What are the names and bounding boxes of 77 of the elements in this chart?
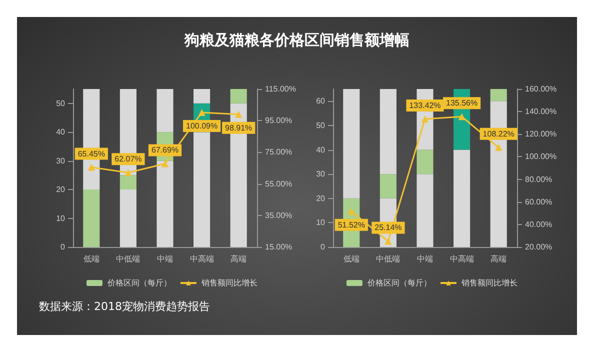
bar [120, 190, 136, 247]
data-label: 135.56% [446, 98, 478, 108]
data-label: 67.69% [151, 146, 179, 155]
x-tick-label: 中端 [157, 254, 173, 264]
bar [120, 175, 136, 190]
y2-tick-label: 80.00% [525, 174, 552, 184]
data-label: 65.45% [78, 149, 105, 158]
x-tick-label: 中高端 [450, 254, 474, 264]
bar [416, 174, 434, 247]
legend-label: 价格区间（每斤） [106, 278, 172, 288]
data-label: 25.14% [374, 223, 402, 232]
x-tick-label: 中低端 [116, 254, 140, 264]
y2-tick-label: 15.00% [265, 242, 292, 252]
bar [156, 160, 174, 247]
y-tick-label: 20 [56, 185, 66, 194]
point [124, 169, 132, 176]
y2-tick-label: 40.00% [525, 220, 552, 229]
x-tick-label: 高端 [230, 254, 247, 264]
point [198, 109, 206, 116]
y-tick-label: 40 [316, 145, 326, 154]
bar [230, 89, 247, 104]
point [88, 164, 95, 171]
y-tick-label: 30 [316, 170, 326, 179]
data-label: 100.09% [186, 122, 218, 131]
y2-tick-label: 160.00% [525, 84, 557, 94]
source-note: 数据来源：2018宠物消费趋势报告 [39, 299, 210, 314]
data-label: 62.07% [114, 154, 142, 164]
x-tick-label: 高端 [490, 254, 507, 264]
y-tick-label: 20 [316, 194, 326, 203]
data-label: 108.22% [482, 129, 514, 138]
x-tick-label: 中低端 [376, 254, 400, 264]
x-tick-label: 中端 [417, 254, 433, 264]
y-tick-label: 10 [56, 214, 66, 223]
legend-label: 销售额同比增长 [200, 278, 258, 288]
y-tick-label: 0 [60, 242, 66, 252]
y2-tick-label: 55.00% [265, 179, 292, 188]
point [348, 208, 355, 215]
y2-tick-label: 100.00% [525, 152, 557, 162]
y-tick-label: 60 [316, 96, 326, 106]
y-tick-label: 0 [320, 242, 326, 252]
y2-tick-label: 95.00% [265, 116, 292, 126]
point [422, 115, 428, 122]
point [235, 110, 242, 118]
bar [83, 190, 100, 247]
bar [380, 174, 396, 198]
data-label: 98.91% [225, 123, 252, 132]
x-tick-label: 中高端 [190, 254, 214, 264]
y-tick-label: 30 [56, 156, 66, 166]
bar [156, 89, 174, 132]
x-tick-label: 低端 [343, 254, 360, 264]
y2-tick-label: 140.00% [525, 107, 557, 116]
point [162, 160, 168, 168]
bar [343, 89, 360, 198]
point [384, 238, 392, 245]
bar [416, 150, 434, 174]
point [495, 144, 502, 151]
y-tick-label: 40 [56, 128, 66, 137]
y2-tick-label: 60.00% [525, 197, 552, 206]
bar [194, 89, 210, 104]
y2-tick-label: 115.00% [265, 84, 296, 94]
legend-label: 销售额同比增长 [460, 278, 518, 288]
y2-tick-label: 20.00% [525, 242, 552, 252]
bar [380, 89, 396, 174]
bar [490, 89, 507, 102]
bar [454, 150, 470, 247]
y-tick-label: 50 [56, 98, 66, 108]
data-label: 133.42% [409, 100, 441, 110]
legend-label: 价格区间（每斤） [366, 278, 432, 288]
data-label: 51.52% [338, 220, 365, 230]
y2-tick-label: 35.00% [265, 210, 292, 220]
text: 狗粮及猫粮各价格区间销售额增幅 [183, 31, 410, 50]
x-tick-label: 低端 [83, 254, 100, 264]
point [458, 113, 466, 120]
y2-tick-label: 120.00% [525, 130, 557, 139]
y2-tick-label: 75.00% [265, 148, 292, 157]
y-tick-label: 10 [316, 218, 326, 228]
y-tick-label: 50 [316, 120, 326, 130]
